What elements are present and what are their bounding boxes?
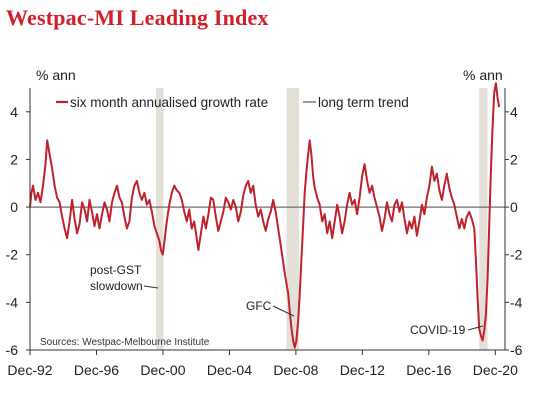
legend-label-trend: long term trend [318,95,409,110]
x-tick-label: Dec-12 [340,362,385,378]
shaded-band-1 [286,88,299,350]
y-axis-label-right: % ann [463,67,503,83]
x-tick-label: Dec-08 [273,362,318,378]
chart-title: Westpac-MI Leading Index [6,5,269,30]
x-tick-label: Dec-00 [140,362,185,378]
recession-bands [156,88,488,350]
y-axis-label-left: % ann [36,67,76,83]
x-tick-label: Dec-20 [473,362,518,378]
annotation-gfc: GFC [246,299,272,313]
axes-group: 4 4 2 2 0 0 -2 -2 -4 -4 -6 -6 Dec-92 Dec-96 Dec-00 Dec-… [6,88,523,378]
y-tick-label-right: -6 [510,342,523,358]
y-tick-label-left: -4 [6,294,19,310]
annotation-post-gst: post-GST [90,263,142,277]
y-tick-label-left: 4 [10,104,18,120]
y-tick-label-left: 0 [10,199,18,215]
y-tick-label-right: -2 [510,247,523,263]
annotation-pointer-gfc [272,305,295,317]
shaded-band-2 [479,88,488,350]
y-tick-label-left: -6 [6,342,19,358]
x-tick-label: Dec-92 [7,362,52,378]
y-tick-label-right: 2 [510,151,518,167]
shaded-band-0 [156,88,164,350]
annotation-pointer-covid [467,325,484,331]
x-tick-label: Dec-96 [74,362,119,378]
y-tick-label-right: -4 [510,294,523,310]
growth-rate-line [29,82,501,349]
x-tick-label: Dec-04 [207,362,252,378]
y-tick-label-right: 4 [510,104,518,120]
series-group [29,82,501,349]
x-tick-label: Dec-16 [406,362,451,378]
labels-group: % ann % ann six month annualised growth ra… [36,67,503,348]
annotation-covid: COVID-19 [410,323,466,337]
y-tick-label-right: 0 [510,199,518,215]
y-tick-label-left: -2 [6,247,19,263]
annotation-pointer-gst [143,285,159,289]
annotation-slowdown: slowdown [90,279,143,293]
legend-label-growth: six month annualised growth rate [70,95,268,110]
y-tick-label-left: 2 [10,151,18,167]
source-note: Sources: Westpac-Melbourne Institute [40,337,210,348]
